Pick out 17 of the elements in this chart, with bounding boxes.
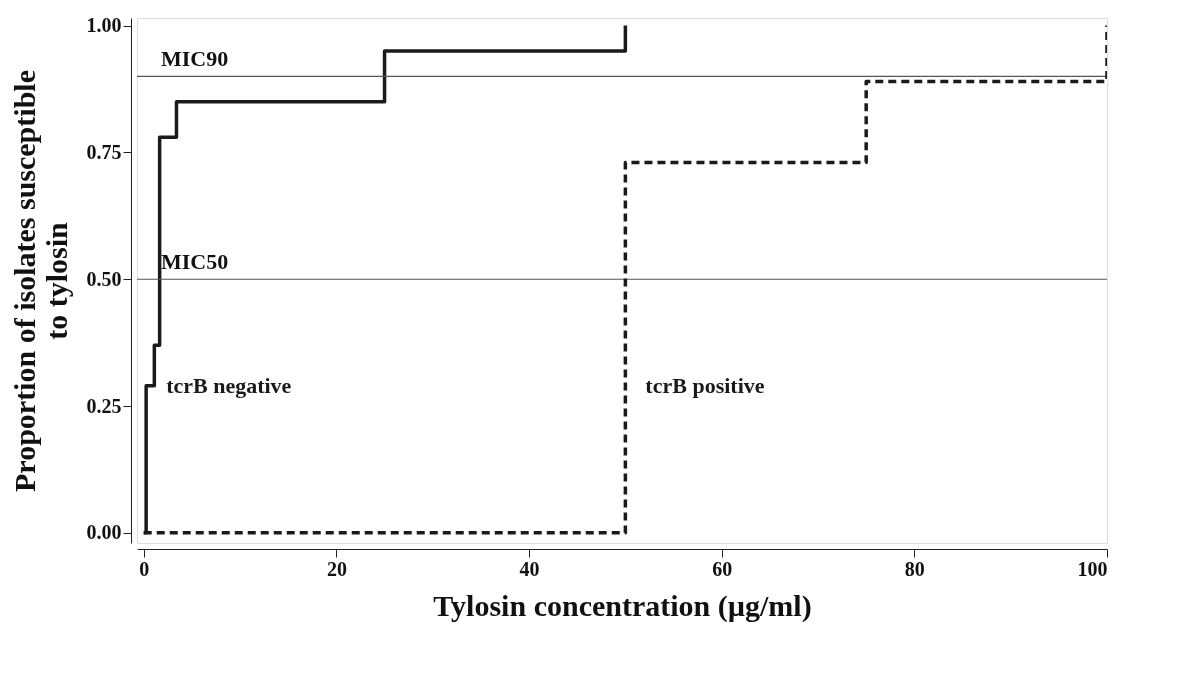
x-tick-label: 20 (326, 557, 347, 580)
x-tick-label: 40 (519, 557, 540, 580)
y-axis-title: Proportion of isolates susceptible to tylosin (7, 70, 73, 492)
y-tick-label: 1.00 (86, 14, 122, 37)
x-tick-label: 80 (904, 557, 925, 580)
ref-line-label: MIC50 (161, 249, 229, 275)
x-tick-label: 100 (1077, 557, 1108, 580)
x-tick-label: 60 (712, 557, 733, 580)
series-label: tcrB positive (645, 372, 765, 398)
series-label: tcrB negative (166, 372, 292, 398)
y-tick-label: 0.00 (86, 521, 122, 544)
y-tick-label: 0.50 (86, 267, 122, 290)
ref-line-label: MIC90 (161, 46, 229, 72)
y-tick-label: 0.25 (86, 394, 122, 417)
y-tick-label: 0.75 (86, 140, 122, 163)
x-axis-title: Tylosin concentration (µg/ml) (433, 588, 812, 623)
x-tick-label: 0 (139, 557, 150, 580)
